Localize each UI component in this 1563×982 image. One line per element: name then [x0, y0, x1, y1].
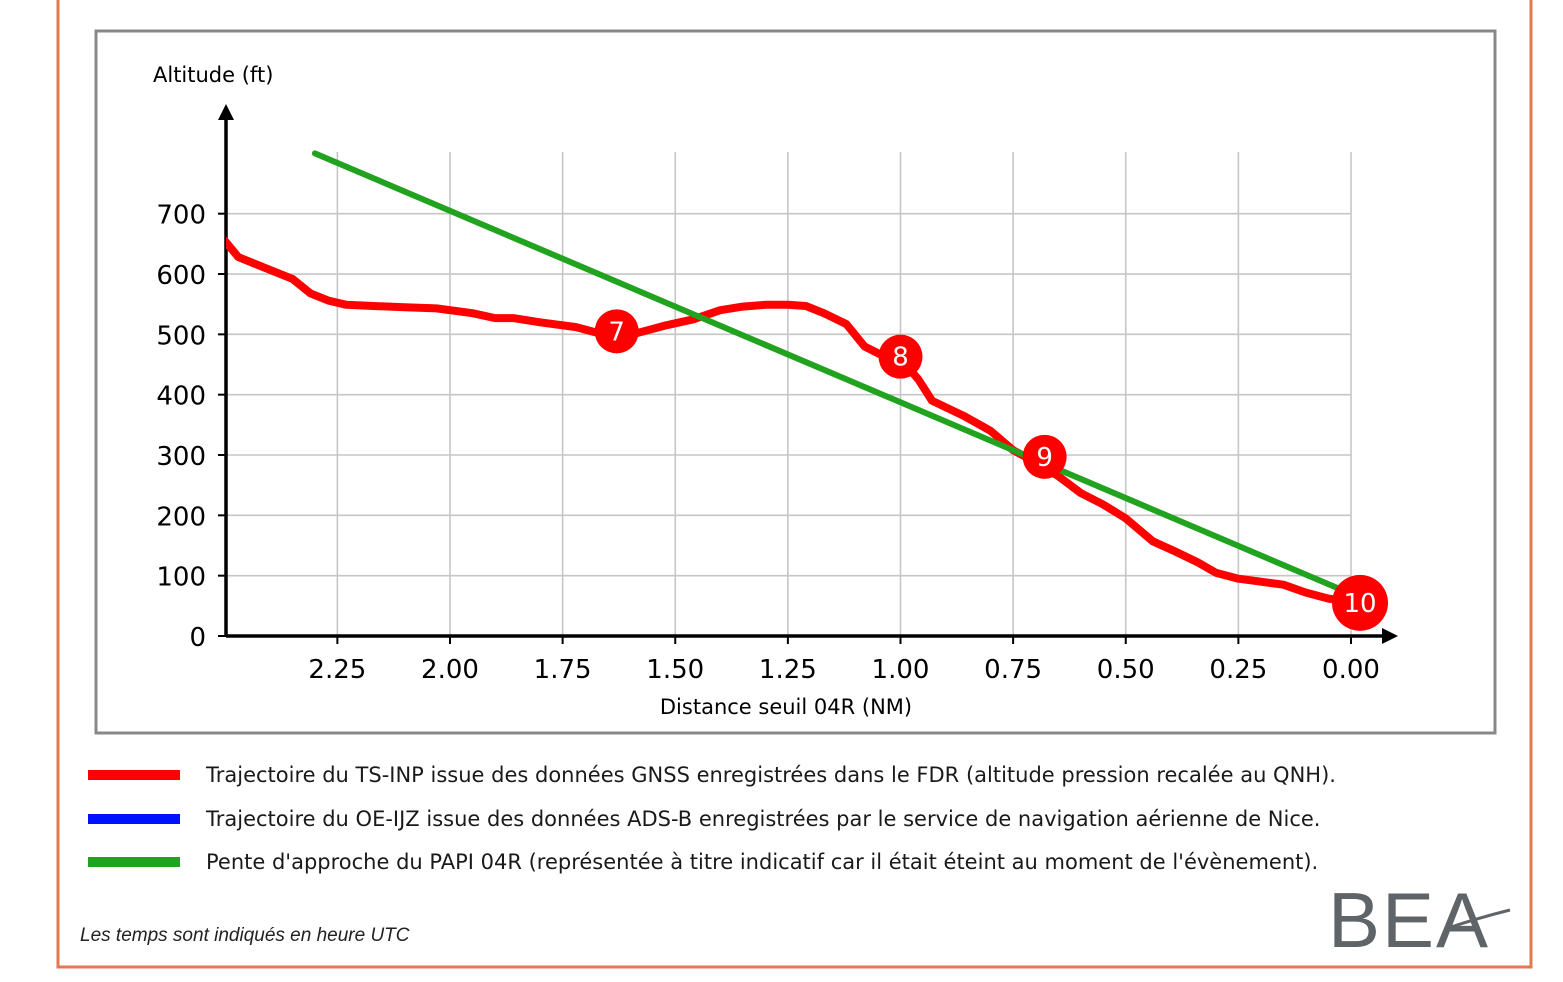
- time-marker-label: 8: [892, 343, 909, 373]
- footnote: Les temps sont indiqués en heure UTC: [80, 925, 410, 946]
- y-tick-label: 0: [189, 623, 206, 653]
- x-tick-label: 0.75: [984, 655, 1042, 685]
- y-axis-label: Altitude (ft): [153, 63, 273, 87]
- y-tick-label: 700: [156, 201, 206, 231]
- time-marker: [594, 309, 639, 354]
- x-tick-label: 0.50: [1097, 655, 1155, 685]
- legend-label-green: Pente d'approche du PAPI 04R (représenté…: [206, 850, 1319, 874]
- outer-border: [56, 0, 1533, 969]
- x-tick-label: 1.50: [646, 655, 704, 685]
- y-tick-label: 100: [156, 563, 206, 593]
- x-tick-label: 1.00: [872, 655, 930, 685]
- x-axis-label: Distance seuil 04R (NM): [660, 695, 912, 719]
- x-tick-label: 0.25: [1209, 655, 1267, 685]
- x-tick-label: 0.00: [1322, 655, 1380, 685]
- y-tick-label: 300: [156, 442, 206, 472]
- time-marker-label: 9: [1036, 443, 1053, 473]
- legend-label-red: Trajectoire du TS-INP issue des données …: [206, 763, 1336, 787]
- time-marker-label: 10: [1343, 589, 1376, 619]
- time-marker: [1022, 434, 1067, 479]
- legend-label-blue: Trajectoire du OE-IJZ issue des données …: [206, 807, 1321, 831]
- bea-logo: BEA: [1328, 880, 1518, 960]
- y-tick-label: 200: [156, 502, 206, 532]
- time-marker: [878, 334, 923, 379]
- y-tick-label: 500: [156, 321, 206, 351]
- series-line-ts-inp: [226, 237, 1355, 606]
- x-tick-label: 2.00: [421, 655, 479, 685]
- x-tick-label: 1.75: [534, 655, 592, 685]
- plot-panel: [94, 29, 1497, 735]
- legend-item-green: Pente d'approche du PAPI 04R (représenté…: [88, 847, 1318, 877]
- legend-swatch-green: [88, 857, 180, 867]
- x-axis-arrow-icon: [1382, 628, 1398, 644]
- y-tick-label: 600: [156, 261, 206, 291]
- time-marker-label: 7: [608, 317, 625, 347]
- logo-swoosh-icon: [1447, 908, 1511, 930]
- legend-swatch-blue: [88, 814, 180, 824]
- legend-swatch-red: [88, 770, 180, 780]
- legend-item-red: Trajectoire du TS-INP issue des données …: [88, 760, 1336, 790]
- y-tick-label: 400: [156, 382, 206, 412]
- time-marker: [1332, 574, 1389, 631]
- series-line-papi-slope: [311, 150, 1354, 597]
- chart-area: 0 100 200 300 400 500 600 700 2.25 2.00 1.75 1.50 1.…: [153, 63, 1398, 719]
- x-tick-label: 1.25: [759, 655, 817, 685]
- x-tick-label: 2.25: [308, 655, 366, 685]
- logo-text: BEA: [1328, 876, 1491, 964]
- y-axis-arrow-icon: [218, 104, 234, 120]
- legend-item-blue: Trajectoire du OE-IJZ issue des données …: [88, 804, 1320, 834]
